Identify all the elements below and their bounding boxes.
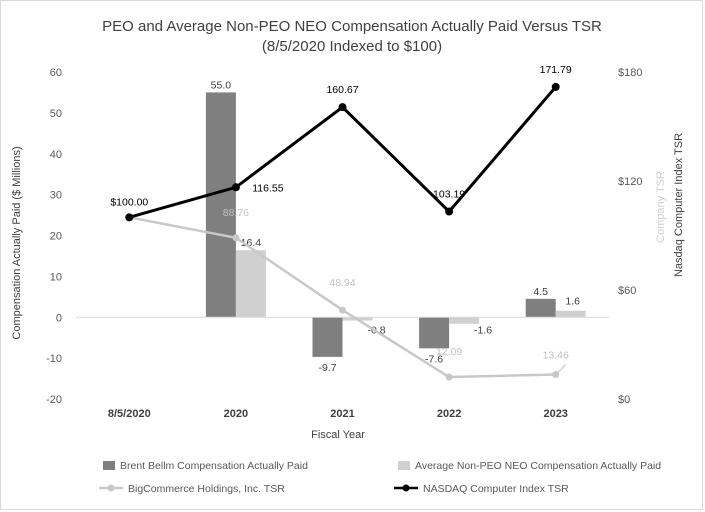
nasdaq-tsr-label: 171.79 (540, 64, 572, 76)
company-tsr-label: 48.94 (329, 277, 355, 289)
nasdaq-tsr-point (445, 207, 454, 216)
y-tick-label: -10 (46, 353, 62, 365)
legend-label: NASDAQ Computer Index TSR (423, 483, 569, 495)
nasdaq-tsr-point (551, 82, 560, 91)
legend-swatch (103, 461, 115, 470)
legend-label: Brent Bellm Compensation Actually Paid (120, 460, 308, 472)
y2-axis-label-index: Nasdaq Computer Index TSR (673, 133, 685, 277)
y2-tick-label: $120 (618, 176, 642, 188)
legend-marker (402, 484, 410, 492)
nasdaq-tsr-label: $100.00 (110, 196, 148, 208)
y2-tick-label: $60 (618, 285, 636, 297)
bar-data-label: 1.6 (565, 296, 580, 308)
y-tick-label: -20 (46, 394, 62, 406)
nasdaq-tsr-point (338, 103, 347, 112)
bar-data-label: 55.0 (211, 79, 232, 91)
category-label: 2022 (437, 408, 461, 420)
company-tsr-label: 12.09 (436, 346, 462, 358)
nasdaq-tsr-label: 103.19 (433, 189, 465, 201)
bar-peo (419, 317, 450, 349)
y-axis-label: Compensation Actually Paid ($ Millions) (11, 146, 23, 339)
category-label: 2023 (543, 408, 567, 420)
nasdaq-tsr-point (125, 213, 134, 222)
category-label: 8/5/2020 (108, 408, 151, 420)
bar-data-label: -9.7 (318, 362, 336, 374)
company-tsr-point (339, 306, 346, 314)
label-leader-line (555, 364, 567, 375)
company-tsr-label: 13.46 (543, 350, 569, 362)
y-tick-label: 10 (50, 271, 62, 283)
category-label: 2021 (330, 408, 354, 420)
category-label: 2020 (224, 408, 248, 420)
nasdaq-tsr-point (231, 183, 240, 192)
nasdaq-tsr-label: 160.67 (326, 84, 358, 96)
y2-axis-label-company: Company TSR (655, 171, 667, 243)
bar-peo (205, 92, 236, 318)
company-tsr-point (445, 373, 453, 381)
bar-peo (525, 298, 556, 318)
x-axis-label: Fiscal Year (311, 429, 365, 441)
bar-non-peo (449, 317, 480, 324)
y-tick-label: 50 (50, 108, 62, 120)
y-tick-label: 60 (50, 67, 62, 79)
y-tick-label: 0 (56, 312, 62, 324)
y-tick-label: 40 (50, 149, 62, 161)
y-tick-label: 30 (50, 190, 62, 202)
legend-label: BigCommerce Holdings, Inc. TSR (128, 483, 285, 495)
bar-non-peo (235, 250, 266, 318)
bar-non-peo (555, 310, 586, 318)
bar-data-label: -1.6 (474, 324, 492, 336)
bar-data-label: 16.4 (241, 237, 262, 249)
chart-title: PEO and Average Non-PEO NEO Compensation… (102, 18, 602, 35)
bar-peo (312, 317, 343, 357)
company-tsr-label: 88.76 (223, 207, 249, 219)
y2-tick-label: $0 (618, 394, 630, 406)
company-tsr-point (232, 234, 240, 242)
bar-data-label: 4.5 (533, 286, 548, 298)
legend-marker (107, 484, 115, 492)
y2-tick-label: $180 (618, 67, 642, 79)
legend-label: Average Non-PEO NEO Compensation Actuall… (415, 460, 661, 472)
legend-swatch (398, 461, 410, 470)
chart-subtitle: (8/5/2020 Indexed to $100) (262, 38, 442, 55)
nasdaq-tsr-label: 116.55 (252, 182, 283, 194)
y-tick-label: 20 (50, 231, 62, 243)
bar-data-label: -7.6 (425, 353, 443, 365)
